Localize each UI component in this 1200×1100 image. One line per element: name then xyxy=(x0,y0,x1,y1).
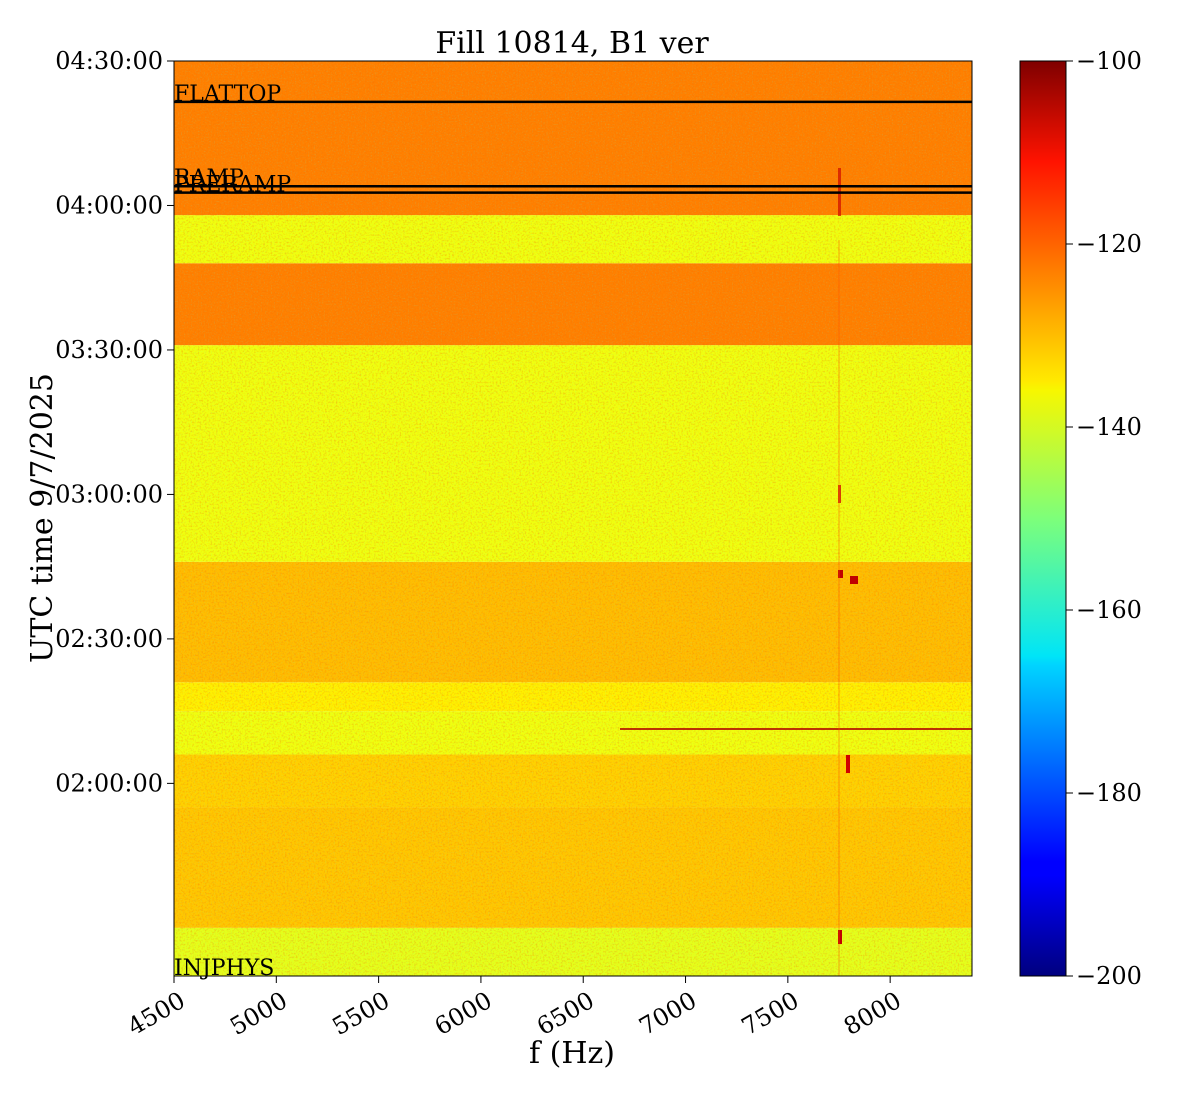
spectrogram-plot-area xyxy=(174,61,972,976)
plot-frame xyxy=(173,60,973,977)
y-tick-label: 02:00:00 xyxy=(55,769,163,797)
colorbar-gradient xyxy=(1020,61,1066,976)
x-tick-label: 7500 xyxy=(737,986,804,1041)
colorbar-tick-label: −160 xyxy=(1076,596,1142,624)
noise-texture-cool xyxy=(174,61,972,976)
chart-title: Fill 10814, B1 ver xyxy=(435,26,709,61)
x-tick-label: 6000 xyxy=(430,986,497,1041)
x-tick-label: 5500 xyxy=(328,986,395,1041)
marker-label: RAMP xyxy=(174,166,244,191)
x-tick-label: 6500 xyxy=(532,986,599,1041)
y-tick-label: 03:30:00 xyxy=(55,336,163,364)
x-tick-label: 5000 xyxy=(225,986,292,1041)
colorbar: −200 −180 −160 −140 −120 −100 xyxy=(1019,47,1142,990)
colorbar-tick-label: −180 xyxy=(1076,779,1142,807)
y-tick-label: 04:30:00 xyxy=(55,47,163,75)
colorbar-tick-label: −100 xyxy=(1076,47,1142,75)
y-tick-label: 03:00:00 xyxy=(55,480,163,508)
marker-label: FLATTOP xyxy=(174,82,281,107)
y-tick-label: 02:30:00 xyxy=(55,625,163,653)
x-axis-label: f (Hz) xyxy=(529,1036,615,1071)
x-axis: 4500 5000 5500 6000 6500 7000 7500 8000 xyxy=(123,976,906,1041)
colorbar-ticks: −200 −180 −160 −140 −120 −100 xyxy=(1066,47,1142,990)
colorbar-tick-label: −200 xyxy=(1076,962,1142,990)
marker-label: PRERAMP xyxy=(174,173,291,198)
marker-label: INJPHYS xyxy=(174,956,274,981)
x-tick-label: 8000 xyxy=(839,986,906,1041)
y-axis: 02:00:00 02:30:00 03:00:00 03:30:00 04:00:00… xyxy=(55,47,174,797)
x-tick-label: 4500 xyxy=(123,986,190,1041)
colorbar-tick-label: −140 xyxy=(1076,413,1142,441)
colorbar-frame xyxy=(1019,60,1067,977)
colorbar-tick-label: −120 xyxy=(1076,230,1142,258)
x-tick-label: 7000 xyxy=(634,986,701,1041)
y-axis-label: UTC time 9/7/2025 xyxy=(25,373,60,663)
y-tick-label: 04:00:00 xyxy=(55,191,163,219)
